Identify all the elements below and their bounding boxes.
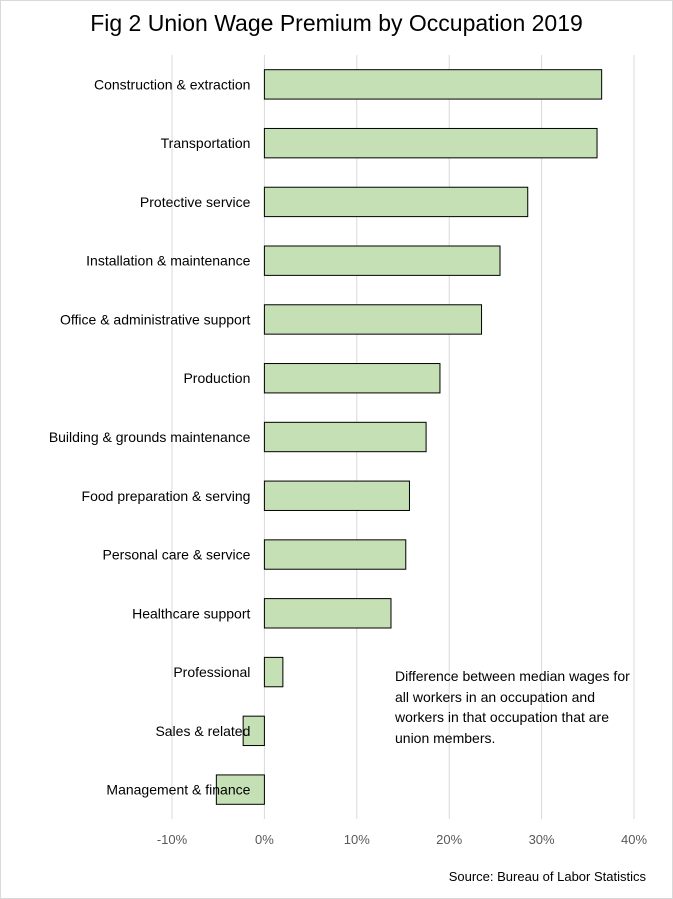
bars <box>215 69 603 805</box>
chart-title: Fig 2 Union Wage Premium by Occupation 2… <box>90 10 583 36</box>
category-label: Protective service <box>140 194 251 210</box>
bar <box>215 774 265 805</box>
category-label: Construction & extraction <box>94 76 250 92</box>
bar <box>263 363 441 394</box>
bar <box>263 304 483 335</box>
category-labels: Construction & extraction Transportation P… <box>49 76 251 797</box>
bar <box>263 480 410 511</box>
bar <box>263 245 501 276</box>
x-tick-label: 30% <box>529 832 555 847</box>
category-label: Management & finance <box>106 782 250 798</box>
category-label: Professional <box>173 664 250 680</box>
bar <box>242 715 265 747</box>
x-tick-label: 10% <box>344 832 370 847</box>
category-label: Sales & related <box>155 723 250 739</box>
category-label: Healthcare support <box>132 605 250 621</box>
x-tick-labels: -10% 0% 10% 20% 30% 40% <box>157 832 648 847</box>
bar <box>263 539 407 570</box>
x-tick-label: 0% <box>255 832 274 847</box>
category-label: Installation & maintenance <box>86 253 250 269</box>
source-note: Source: Bureau of Labor Statistics <box>448 869 646 884</box>
x-tick-label: -10% <box>157 832 188 847</box>
chart-annotation: Difference between median wages for all … <box>395 668 630 746</box>
category-label: Food preparation & serving <box>82 488 251 504</box>
category-label: Office & administrative support <box>60 311 250 327</box>
x-tick-label: 40% <box>621 832 647 847</box>
bar <box>263 598 392 629</box>
x-tick-label: 20% <box>436 832 462 847</box>
category-label: Building & grounds maintenance <box>49 429 251 445</box>
category-label: Production <box>183 370 250 386</box>
category-label: Personal care & service <box>103 547 251 563</box>
bar <box>263 186 529 218</box>
category-label: Transportation <box>161 135 251 151</box>
bar <box>263 421 427 453</box>
bar <box>263 127 598 159</box>
bar <box>263 69 603 100</box>
bar <box>263 656 284 688</box>
